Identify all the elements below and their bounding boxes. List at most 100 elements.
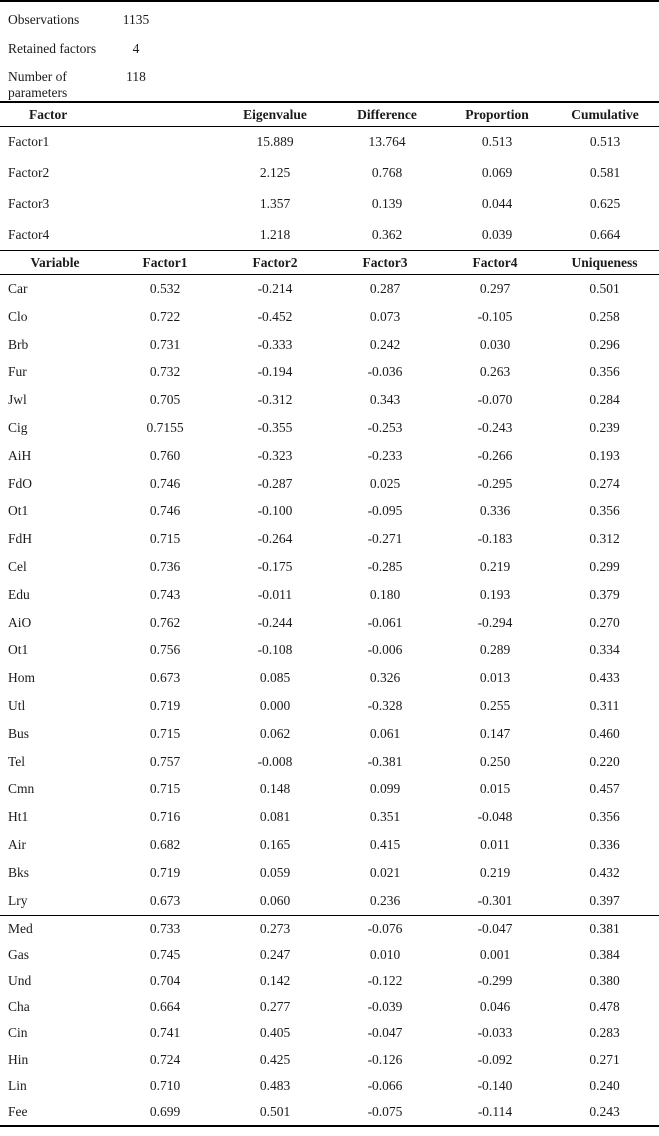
value-cell: 0.099 <box>369 781 401 797</box>
value-cell: -0.452 <box>257 308 293 324</box>
value-cell: 0.297 <box>479 281 511 297</box>
table-row: Hom 0.673 0.085 0.326 0.013 0.433 <box>0 664 659 692</box>
row-label: Fee <box>0 1098 110 1128</box>
value-cell: -0.287 <box>257 475 293 491</box>
value-cell: -0.076 <box>367 920 403 936</box>
row-label: Jwl <box>8 392 27 408</box>
value-cell: 0.046 <box>479 999 511 1015</box>
table-row: AiO 0.762 -0.244 -0.061 -0.294 0.270 <box>0 609 659 637</box>
value-cell: 0.299 <box>589 559 620 575</box>
value-cell: 0.384 <box>589 946 620 962</box>
value-cell: 0.460 <box>589 725 620 741</box>
value-cell: 0.483 <box>259 1077 291 1093</box>
value-cell: 0.081 <box>259 809 291 825</box>
value-cell: 0.397 <box>550 886 659 916</box>
value-cell: -0.333 <box>257 336 293 352</box>
row-label: Cel <box>8 559 27 575</box>
value-cell: 0.745 <box>149 946 181 962</box>
value-cell: -0.114 <box>440 1098 550 1128</box>
value-cell: 0.756 <box>149 642 181 658</box>
value-cell: 0.513 <box>589 134 621 150</box>
value-cell: -0.105 <box>477 308 513 324</box>
value-cell: 0.247 <box>259 946 291 962</box>
col-header-factor1: Factor1 <box>110 250 220 276</box>
value-cell: 0.381 <box>589 920 620 936</box>
row-label: Lin <box>8 1077 27 1093</box>
value-cell: 0.741 <box>149 1025 181 1041</box>
summary-row: Number of parameters 118 <box>8 69 659 100</box>
value-cell: 2.125 <box>259 165 291 181</box>
value-cell: 0.165 <box>259 837 291 853</box>
value-cell: 0.673 <box>149 670 181 686</box>
value-cell: 0.010 <box>369 946 401 962</box>
value-cell: 0.030 <box>479 336 511 352</box>
col-header-cumulative: Cumulative <box>551 101 659 127</box>
value-cell: 0.240 <box>589 1077 620 1093</box>
value-cell: 0.478 <box>589 999 620 1015</box>
value-cell: 0.762 <box>149 614 181 630</box>
value-cell: 0.270 <box>589 614 620 630</box>
value-cell: 0.719 <box>149 864 181 880</box>
value-cell: -0.100 <box>257 503 293 519</box>
value-cell: -0.036 <box>367 364 403 380</box>
value-cell: 0.296 <box>589 336 620 352</box>
value-cell: 0.312 <box>589 531 620 547</box>
value-cell: 0.673 <box>110 886 220 916</box>
value-cell: 0.274 <box>589 475 620 491</box>
value-cell: 0.581 <box>589 165 621 181</box>
value-cell: -0.285 <box>367 559 403 575</box>
row-label: Cig <box>8 420 28 436</box>
value-cell: -0.175 <box>257 559 293 575</box>
value-cell: -0.244 <box>257 614 293 630</box>
value-cell: 0.062 <box>259 725 291 741</box>
summary-value: 118 <box>126 69 146 84</box>
value-cell: 0.142 <box>259 972 291 988</box>
row-label: AiH <box>8 447 32 463</box>
value-cell: -0.140 <box>477 1077 513 1093</box>
table-row: Factor2 2.125 0.768 0.069 0.581 <box>0 158 659 189</box>
value-cell: 0.501 <box>589 281 620 297</box>
table-row: Cha 0.664 0.277 -0.039 0.046 0.478 <box>0 994 659 1020</box>
value-cell: 0.732 <box>149 364 181 380</box>
value-cell: 0.277 <box>259 999 291 1015</box>
value-cell: 0.243 <box>550 1098 659 1128</box>
value-cell: 0.380 <box>589 972 620 988</box>
value-cell: 0.085 <box>259 670 291 686</box>
table-row: Bus 0.715 0.062 0.061 0.147 0.460 <box>0 720 659 748</box>
value-cell: 0.147 <box>479 725 511 741</box>
table-row: Hin 0.724 0.425 -0.126 -0.092 0.271 <box>0 1046 659 1072</box>
row-label: Cin <box>8 1025 28 1041</box>
table-row: Clo 0.722 -0.452 0.073 -0.105 0.258 <box>0 303 659 331</box>
value-cell: 0.7155 <box>146 420 184 436</box>
table-row: Jwl 0.705 -0.312 0.343 -0.070 0.284 <box>0 386 659 414</box>
table-row: Cmn 0.715 0.148 0.099 0.015 0.457 <box>0 776 659 804</box>
value-cell: 0.432 <box>589 864 620 880</box>
value-cell: 0.704 <box>149 972 181 988</box>
value-cell: 13.764 <box>368 134 406 150</box>
row-label: Und <box>8 972 32 988</box>
table-row: Cig 0.7155 -0.355 -0.253 -0.243 0.239 <box>0 414 659 442</box>
factor-loadings-table: Variable Factor1 Factor2 Factor3 Factor4… <box>0 250 659 1128</box>
value-cell: -0.295 <box>477 475 513 491</box>
value-cell: 0.180 <box>369 586 401 602</box>
value-cell: 0.334 <box>589 642 620 658</box>
col-header-variable: Variable <box>0 250 110 276</box>
value-cell: -0.006 <box>367 642 403 658</box>
value-cell: 0.760 <box>149 447 181 463</box>
value-cell: 0.716 <box>149 809 181 825</box>
row-label: Gas <box>8 946 29 962</box>
value-cell: 0.356 <box>589 503 620 519</box>
value-cell: 0.069 <box>481 165 513 181</box>
value-cell: -0.183 <box>477 531 513 547</box>
col-header-factor4: Factor4 <box>440 250 550 276</box>
value-cell: 0.719 <box>149 698 181 714</box>
value-cell: 0.351 <box>369 809 401 825</box>
value-cell: -0.253 <box>367 420 403 436</box>
value-cell: -0.126 <box>367 1051 403 1067</box>
row-label: Factor1 <box>8 134 50 150</box>
col-header-factor3: Factor3 <box>330 250 440 276</box>
value-cell: 0.457 <box>589 781 620 797</box>
value-cell: -0.048 <box>477 809 513 825</box>
value-cell: 0.021 <box>369 864 401 880</box>
value-cell: -0.095 <box>367 503 403 519</box>
